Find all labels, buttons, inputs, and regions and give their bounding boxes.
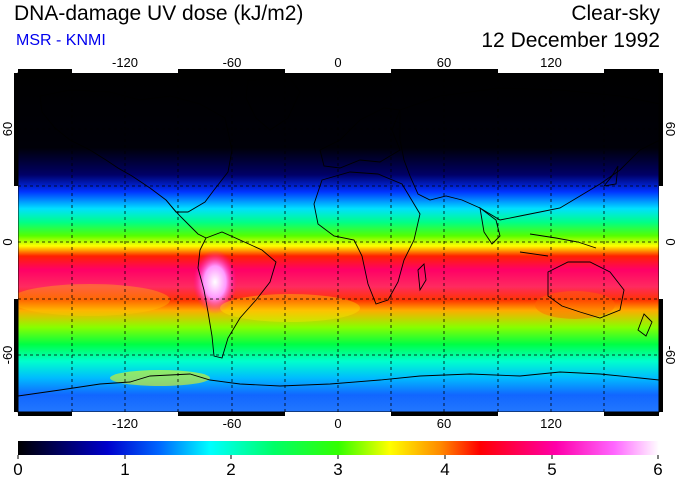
central-america-outline (165, 199, 207, 239)
lon-label-bottom-120: 120 (540, 416, 562, 431)
india-outline (479, 206, 501, 245)
map-date: 12 December 1992 (481, 29, 660, 52)
antarctica-outline (18, 371, 659, 397)
europe-outline (319, 107, 401, 169)
north-america-outline (39, 89, 233, 213)
australia-outline (547, 261, 625, 319)
antarctic-peninsula-feature (110, 370, 210, 386)
colorbar (18, 441, 659, 455)
uv-color-field (18, 73, 659, 412)
south-atlantic-band (220, 294, 360, 322)
lon-label-top-neg120: -120 (112, 55, 138, 70)
new-zealand-outline (637, 313, 653, 337)
lon-label-bottom-neg60: -60 (223, 416, 242, 431)
lon-label-bottom-neg120: -120 (112, 416, 138, 431)
colorbar-ticks (17, 455, 659, 459)
japan-outline (602, 165, 619, 187)
colorbar-label-2: 2 (226, 460, 235, 479)
lat-label-left-neg60: -60 (0, 346, 15, 365)
colorbar-label-6: 6 (653, 460, 662, 479)
colorbar-label-3: 3 (333, 460, 342, 479)
indonesia-outline (519, 233, 597, 257)
coastlines (18, 77, 659, 397)
asia-outline (399, 87, 659, 221)
colorbar-label-5: 5 (547, 460, 556, 479)
madagascar-outline (417, 263, 427, 292)
colorbar-label-4: 4 (440, 460, 449, 479)
south-pacific-band (18, 284, 170, 316)
sky-condition: Clear-sky (571, 2, 660, 25)
map-title: DNA-damage UV dose (kJ/m2) (14, 2, 304, 25)
graticule (18, 73, 659, 412)
lon-label-top-0: 0 (334, 55, 341, 70)
colorbar-label-0: 0 (13, 460, 22, 479)
lon-label-bottom-0: 0 (334, 416, 341, 431)
lon-label-top-neg60: -60 (223, 55, 242, 70)
lat-label-right-60: 60 (663, 122, 678, 136)
andes-maximum (193, 250, 237, 314)
frame-ticks (14, 69, 663, 416)
south-america-outline (197, 231, 277, 359)
lat-label-left-60: 60 (0, 122, 15, 136)
lat-label-right-neg60: -60 (663, 346, 678, 365)
lon-label-top-60: 60 (437, 55, 451, 70)
colorbar-label-1: 1 (120, 460, 129, 479)
lon-label-top-120: 120 (540, 55, 562, 70)
africa-outline (313, 171, 421, 305)
lat-label-left-0: 0 (0, 238, 15, 245)
lat-label-right-0: 0 (663, 238, 678, 245)
greenland-outline (245, 77, 301, 131)
australia-maximum (535, 291, 615, 319)
lon-label-bottom-60: 60 (437, 416, 451, 431)
source-label: MSR - KNMI (16, 32, 106, 49)
